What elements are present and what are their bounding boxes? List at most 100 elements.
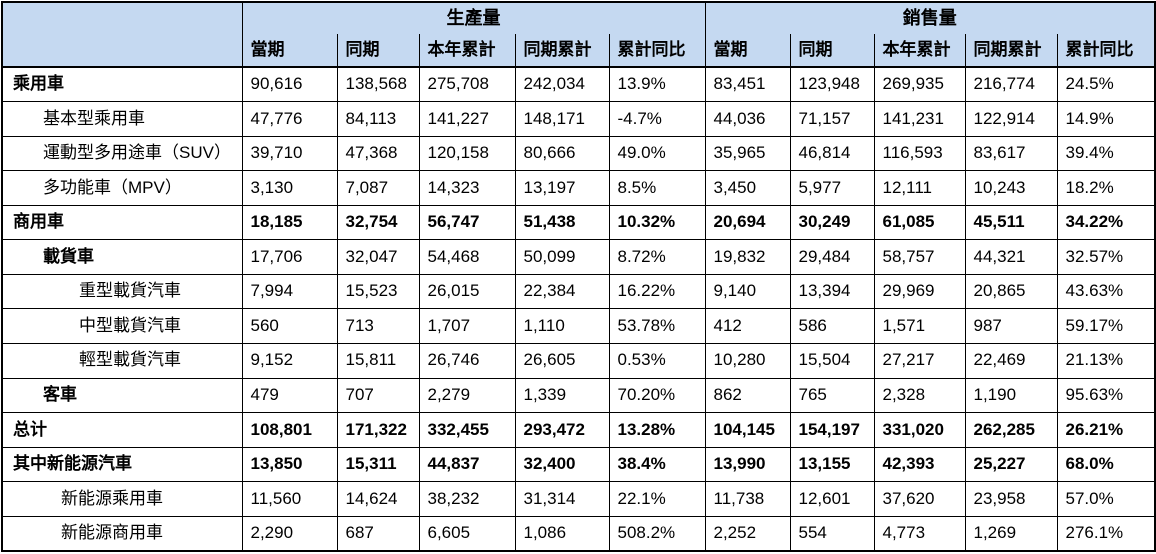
production-value-cell: 293,472 [514,412,610,448]
production-value-cell: 15,811 [336,343,420,379]
sales-value-cell: 412 [704,308,791,344]
sales-value-cell: 5,977 [789,170,875,206]
sales-value-cell: 104,145 [704,412,791,448]
production-value-cell: 47,776 [241,101,338,137]
sales-value-cell: 141,231 [873,101,966,137]
production-value-cell: 32,400 [514,446,610,483]
production-value-cell: 26,605 [514,343,610,379]
sales-value-cell: 61,085 [873,204,966,241]
production-value-cell: 26,746 [418,343,516,379]
sales-value-cell: 13,155 [789,446,875,483]
sales-value-cell: 29,969 [873,273,966,310]
sales-value-cell: 765 [789,377,875,414]
row-label: 总计 [1,412,243,448]
production-value-cell: 22.1% [608,481,706,517]
production-value-cell: 47,368 [336,135,420,172]
sales-value-cell: 58,757 [873,239,966,275]
production-value-cell: -4.7% [608,101,706,137]
sales-value-cell: 1,269 [964,515,1058,552]
sales-value-cell: 19,832 [704,239,791,275]
column-header-production-prior-ytd: 同期累計 [514,34,610,68]
table-header: 生產量 銷售量 當期 同期 本年累計 同期累計 累計同比 當期 同期 本年累計 … [1,1,1156,68]
production-value-cell: 17,706 [241,239,338,275]
table-row: 新能源商用車 2,290 687 6,605 1,086 508.2% 2,252 554 4,… [1,515,1156,552]
table-row: 基本型乘用車 47,776 84,113 141,227 148,171 -4.7% 44,… [1,101,1156,137]
production-value-cell: 13,850 [241,446,338,483]
production-value-cell: 90,616 [241,66,338,103]
sales-value-cell: 1,190 [964,377,1058,414]
sales-value-cell: 95.63% [1056,377,1156,414]
sales-value-cell: 34.22% [1056,204,1156,241]
column-header-row: 當期 同期 本年累計 同期累計 累計同比 當期 同期 本年累計 同期累計 累計同… [2,34,1156,68]
sales-value-cell: 123,948 [789,66,875,103]
sales-value-cell: 22,469 [964,343,1058,379]
production-value-cell: 120,158 [418,135,516,172]
table-row: 多功能車（MPV） 3,130 7,087 14,323 13,197 8.5% 3,450… [1,170,1156,206]
production-value-cell: 8.5% [608,170,706,206]
production-value-cell: 1,086 [514,515,610,552]
sales-value-cell: 4,773 [873,515,966,552]
sales-value-cell: 37,620 [873,481,966,517]
column-header-production-prior: 同期 [336,34,420,68]
production-value-cell: 15,523 [336,273,420,310]
sales-value-cell: 25,227 [964,446,1058,483]
production-value-cell: 560 [241,308,338,344]
production-value-cell: 49.0% [608,135,706,172]
sales-value-cell: 154,197 [789,412,875,448]
production-value-cell: 275,708 [418,66,516,103]
row-label: 商用車 [1,204,243,241]
table-row: 新能源乘用車 11,560 14,624 38,232 31,314 22.1% 11,73… [1,481,1156,517]
sales-value-cell: 43.63% [1056,273,1156,310]
group-header-production: 生產量 [241,1,706,34]
table-row: 总计 108,801 171,322 332,455 293,472 13.28% 104,… [1,412,1156,448]
sales-value-cell: 116,593 [873,135,966,172]
column-header-sales-ytd: 本年累計 [873,34,966,68]
production-value-cell: 32,754 [336,204,420,241]
production-value-cell: 13.9% [608,66,706,103]
sales-value-cell: 9,140 [704,273,791,310]
corner-cell [1,1,243,68]
table-row: 運動型多用途車（SUV） 39,710 47,368 120,158 80,666 49.… [1,135,1156,172]
production-value-cell: 13,197 [514,170,610,206]
production-value-cell: 14,323 [418,170,516,206]
table-row: 輕型載貨汽車 9,152 15,811 26,746 26,605 0.53% 10,280… [1,343,1156,379]
production-value-cell: 15,311 [336,446,420,483]
production-value-cell: 70.20% [608,377,706,414]
sales-value-cell: 27,217 [873,343,966,379]
production-value-cell: 141,227 [418,101,516,137]
sales-value-cell: 23,958 [964,481,1058,517]
sales-value-cell: 11,738 [704,481,791,517]
production-value-cell: 148,171 [514,101,610,137]
row-label: 中型載貨汽車 [1,308,243,344]
sales-value-cell: 26.21% [1056,412,1156,448]
column-header-production-yoy: 累計同比 [608,34,706,68]
sales-value-cell: 987 [964,308,1058,344]
production-value-cell: 84,113 [336,101,420,137]
table-row: 乘用車 90,616 138,568 275,708 242,034 13.9% 83,45… [1,66,1156,103]
production-value-cell: 11,560 [241,481,338,517]
sales-value-cell: 29,484 [789,239,875,275]
sales-value-cell: 46,814 [789,135,875,172]
column-header-sales-yoy: 累計同比 [1056,34,1156,68]
table-row: 中型載貨汽車 560 713 1,707 1,110 53.78% 412 586 1,571 9… [1,308,1156,344]
sales-value-cell: 216,774 [964,66,1058,103]
column-header-production-current: 當期 [241,34,338,68]
table-row: 商用車 18,185 32,754 56,747 51,438 10.32% 20,694 3… [1,204,1156,241]
production-value-cell: 2,279 [418,377,516,414]
production-value-cell: 22,384 [514,273,610,310]
production-value-cell: 50,099 [514,239,610,275]
sales-value-cell: 20,694 [704,204,791,241]
production-value-cell: 9,152 [241,343,338,379]
sales-value-cell: 122,914 [964,101,1058,137]
table-row: 客車 479 707 2,279 1,339 70.20% 862 765 2,328 1,190… [1,377,1156,414]
row-label: 乘用車 [1,66,243,103]
sales-value-cell: 44,036 [704,101,791,137]
sales-value-cell: 68.0% [1056,446,1156,483]
sales-value-cell: 24.5% [1056,66,1156,103]
production-value-cell: 31,314 [514,481,610,517]
production-value-cell: 18,185 [241,204,338,241]
sales-value-cell: 2,252 [704,515,791,552]
row-label: 載貨車 [1,239,243,275]
production-value-cell: 56,747 [418,204,516,241]
